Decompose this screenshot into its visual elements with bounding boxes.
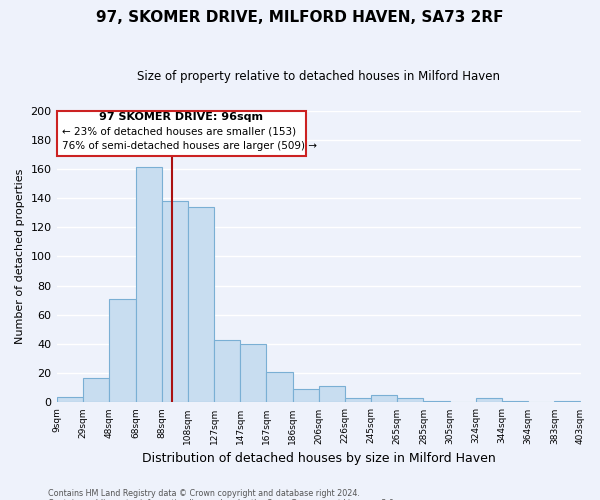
Bar xyxy=(345,398,371,402)
Text: 97 SKOMER DRIVE: 96sqm: 97 SKOMER DRIVE: 96sqm xyxy=(100,112,263,122)
Bar xyxy=(109,299,136,403)
Bar xyxy=(502,401,528,402)
Bar xyxy=(57,110,305,156)
Bar xyxy=(554,401,580,402)
Bar xyxy=(57,396,83,402)
Title: Size of property relative to detached houses in Milford Haven: Size of property relative to detached ho… xyxy=(137,70,500,83)
Bar xyxy=(83,378,109,402)
Bar xyxy=(371,395,397,402)
Text: Contains public sector information licensed under the Open Government Licence v3: Contains public sector information licen… xyxy=(48,498,397,500)
Bar xyxy=(319,386,345,402)
Bar xyxy=(162,201,188,402)
Bar xyxy=(136,168,162,402)
Bar xyxy=(240,344,266,403)
Text: 97, SKOMER DRIVE, MILFORD HAVEN, SA73 2RF: 97, SKOMER DRIVE, MILFORD HAVEN, SA73 2R… xyxy=(96,10,504,25)
Text: 76% of semi-detached houses are larger (509) →: 76% of semi-detached houses are larger (… xyxy=(62,141,317,151)
Bar xyxy=(397,398,424,402)
Y-axis label: Number of detached properties: Number of detached properties xyxy=(15,169,25,344)
Bar xyxy=(214,340,240,402)
X-axis label: Distribution of detached houses by size in Milford Haven: Distribution of detached houses by size … xyxy=(142,452,496,465)
Bar xyxy=(293,390,319,402)
Text: Contains HM Land Registry data © Crown copyright and database right 2024.: Contains HM Land Registry data © Crown c… xyxy=(48,488,360,498)
Bar xyxy=(424,401,449,402)
Text: ← 23% of detached houses are smaller (153): ← 23% of detached houses are smaller (15… xyxy=(62,126,296,136)
Bar xyxy=(266,372,293,402)
Bar xyxy=(188,207,214,402)
Bar xyxy=(476,398,502,402)
